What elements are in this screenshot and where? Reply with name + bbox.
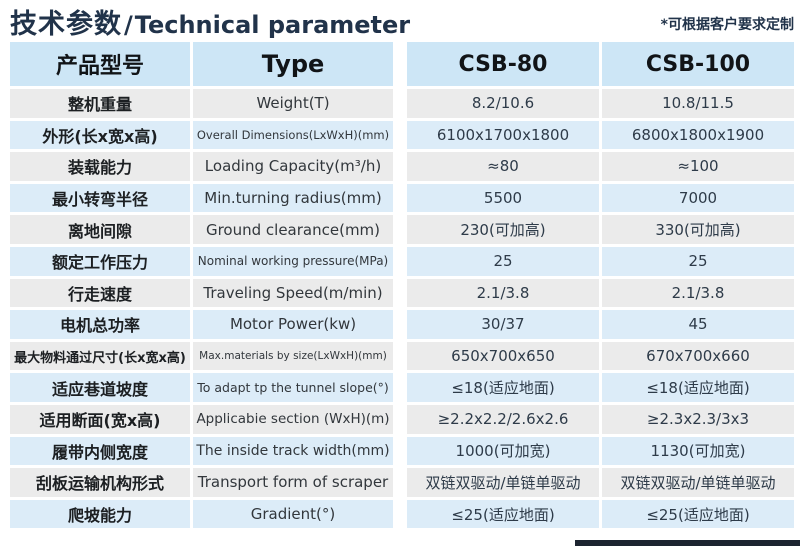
column-gap bbox=[396, 500, 404, 529]
value-csb80: 双链双驱动/单链单驱动 bbox=[407, 468, 599, 497]
value-csb100: 45 bbox=[602, 310, 794, 339]
value-csb100: 1130(可加宽) bbox=[602, 436, 794, 466]
value-csb100: 2.1/3.8 bbox=[602, 278, 794, 308]
row-label-zh: 行走速度 bbox=[10, 278, 190, 308]
row-label-en: Weight(T) bbox=[193, 89, 393, 118]
column-gap bbox=[396, 342, 404, 371]
row-label-en: Applicabie section (WxH)(m) bbox=[193, 404, 393, 434]
title-english: Technical parameter bbox=[134, 11, 411, 39]
value-csb80: 5500 bbox=[407, 183, 599, 213]
header-type: Type bbox=[193, 42, 393, 86]
value-csb80: 30/37 bbox=[407, 310, 599, 339]
row-label-en: Motor Power(kw) bbox=[193, 310, 393, 339]
row-label-zh: 额定工作压力 bbox=[10, 246, 190, 276]
value-csb80: 1000(可加宽) bbox=[407, 436, 599, 466]
value-csb80: ≤18(适应地面) bbox=[407, 373, 599, 402]
value-csb80: 25 bbox=[407, 246, 599, 276]
header-product-model: 产品型号 bbox=[10, 42, 190, 86]
column-gap bbox=[396, 152, 404, 181]
header-model-csb80: CSB-80 bbox=[407, 42, 599, 86]
value-csb100: 330(可加高) bbox=[602, 215, 794, 244]
row-label-zh: 适应巷道坡度 bbox=[10, 373, 190, 402]
value-csb80: 230(可加高) bbox=[407, 215, 599, 244]
value-csb100: 25 bbox=[602, 246, 794, 276]
column-gap bbox=[396, 247, 404, 276]
row-label-zh: 爬坡能力 bbox=[10, 499, 190, 529]
row-label-zh: 电机总功率 bbox=[10, 310, 190, 339]
value-csb100: ≤25(适应地面) bbox=[602, 499, 794, 529]
value-csb80: ≤25(适应地面) bbox=[407, 499, 599, 529]
page-title: 技术参数/Technical parameter bbox=[10, 2, 410, 41]
value-csb100: ≈100 bbox=[602, 152, 794, 181]
row-label-en: Min.turning radius(mm) bbox=[193, 183, 393, 213]
spec-table: 产品型号 Type CSB-80 CSB-100 整机重量 Weight(T) 8.… bbox=[10, 42, 794, 529]
row-label-zh: 履带内侧宽度 bbox=[10, 436, 190, 466]
value-csb80: 8.2/10.6 bbox=[407, 89, 599, 118]
column-gap bbox=[396, 437, 404, 466]
value-csb100: ≥2.3x2.3/3x3 bbox=[602, 404, 794, 434]
customization-note: *可根据客户要求定制 bbox=[660, 17, 794, 33]
column-gap bbox=[396, 42, 404, 86]
bottom-accent-bar bbox=[575, 540, 800, 546]
row-label-en: Gradient(°) bbox=[193, 499, 393, 529]
value-csb100: ≤18(适应地面) bbox=[602, 373, 794, 402]
row-label-zh: 最大物料通过尺寸(长x宽x高) bbox=[10, 341, 190, 371]
row-label-en: Traveling Speed(m/min) bbox=[193, 278, 393, 308]
value-csb100: 双链双驱动/单链单驱动 bbox=[602, 468, 794, 497]
row-label-zh: 外形(长x宽x高) bbox=[10, 120, 190, 150]
row-label-en: The inside track width(mm) bbox=[193, 436, 393, 466]
value-csb100: 6800x1800x1900 bbox=[602, 120, 794, 150]
title-bar: 技术参数/Technical parameter *可根据客户要求定制 bbox=[0, 0, 800, 40]
value-csb80: 6100x1700x1800 bbox=[407, 120, 599, 150]
row-label-zh: 最小转弯半径 bbox=[10, 183, 190, 213]
value-csb100: 10.8/11.5 bbox=[602, 89, 794, 118]
value-csb100: 7000 bbox=[602, 183, 794, 213]
value-csb80: ≈80 bbox=[407, 152, 599, 181]
title-separator: / bbox=[124, 11, 133, 39]
column-gap bbox=[396, 405, 404, 434]
value-csb80: 650x700x650 bbox=[407, 341, 599, 371]
column-gap bbox=[396, 184, 404, 213]
row-label-zh: 适用断面(宽x高) bbox=[10, 404, 190, 434]
row-label-en: Ground clearance(mm) bbox=[193, 215, 393, 244]
value-csb80: 2.1/3.8 bbox=[407, 278, 599, 308]
title-chinese: 技术参数 bbox=[10, 9, 122, 40]
column-gap bbox=[396, 468, 404, 497]
value-csb80: ≥2.2x2.2/2.6x2.6 bbox=[407, 404, 599, 434]
column-gap bbox=[396, 279, 404, 308]
value-csb100: 670x700x660 bbox=[602, 341, 794, 371]
row-label-zh: 离地间隙 bbox=[10, 215, 190, 244]
row-label-en: Overall Dimensions(LxWxH)(mm) bbox=[193, 120, 393, 150]
row-label-en: Max.materials by size(LxWxH)(mm) bbox=[193, 341, 393, 371]
row-label-zh: 装载能力 bbox=[10, 152, 190, 181]
column-gap bbox=[396, 89, 404, 118]
row-label-en: Transport form of scraper bbox=[193, 468, 393, 497]
header-model-csb100: CSB-100 bbox=[602, 42, 794, 86]
row-label-en: Loading Capacity(m³/h) bbox=[193, 152, 393, 181]
row-label-en: To adapt tp the tunnel slope(°) bbox=[193, 373, 393, 402]
column-gap bbox=[396, 215, 404, 244]
row-label-en: Nominal working pressure(MPa) bbox=[193, 246, 393, 276]
column-gap bbox=[396, 310, 404, 339]
column-gap bbox=[396, 373, 404, 402]
column-gap bbox=[396, 121, 404, 150]
row-label-zh: 刮板运输机构形式 bbox=[10, 468, 190, 497]
row-label-zh: 整机重量 bbox=[10, 89, 190, 118]
